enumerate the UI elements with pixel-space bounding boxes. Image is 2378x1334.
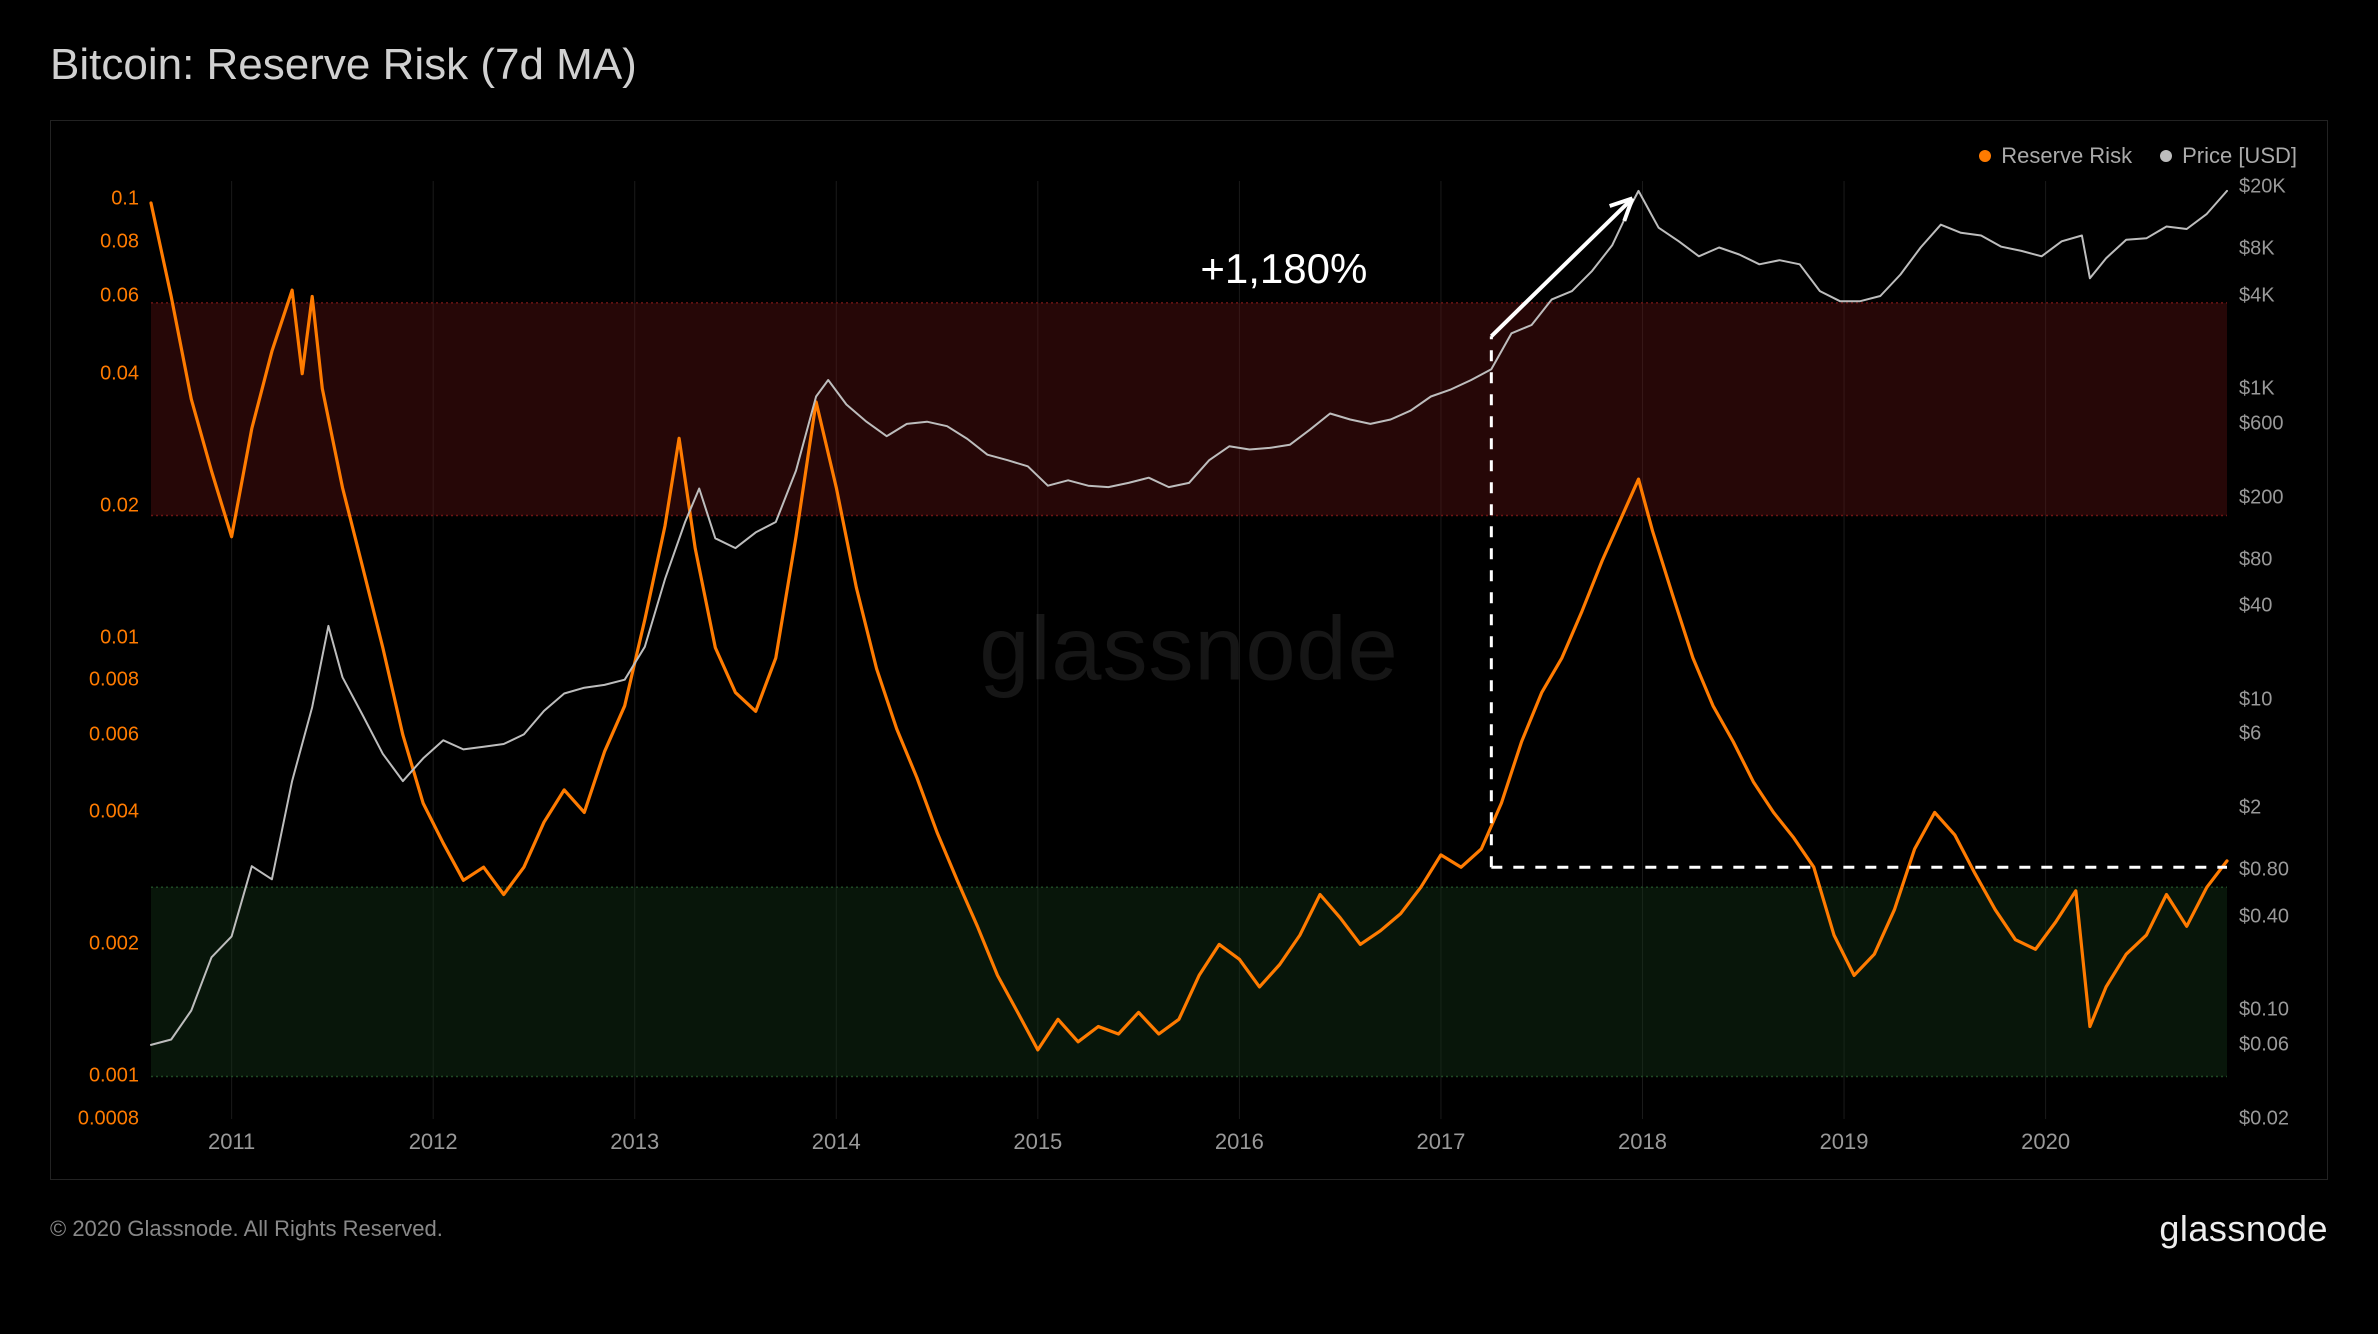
y-right-tick-label: $8K — [2239, 238, 2327, 261]
legend-item: Price [USD] — [2160, 143, 2297, 169]
chart-svg — [151, 181, 2227, 1119]
x-tick-label: 2012 — [409, 1129, 458, 1155]
y-right-tick-label: $0.80 — [2239, 859, 2327, 882]
y-right-tick-label: $200 — [2239, 486, 2327, 509]
y-right-tick-label: $0.40 — [2239, 905, 2327, 928]
x-tick-label: 2017 — [1416, 1129, 1465, 1155]
y-left-tick-label: 0.0008 — [51, 1108, 139, 1131]
y-right-tick-label: $80 — [2239, 548, 2327, 571]
y-right-tick-label: $40 — [2239, 595, 2327, 618]
y-left-tick-label: 0.1 — [51, 188, 139, 211]
y-left-tick-label: 0.006 — [51, 724, 139, 747]
brand-logo: glassnode — [2159, 1208, 2328, 1250]
y-left-tick-label: 0.004 — [51, 801, 139, 824]
legend: Reserve Risk Price [USD] — [1979, 143, 2297, 169]
x-tick-label: 2014 — [812, 1129, 861, 1155]
x-axis-labels: 2011 2012 2013 2014 2015 2016 2017 2018 2019 2020 — [151, 1129, 2227, 1159]
x-tick-label: 2011 — [208, 1129, 255, 1155]
y-left-tick-label: 0.01 — [51, 626, 139, 649]
legend-label: Price [USD] — [2182, 143, 2297, 169]
y-left-tick-label: 0.06 — [51, 285, 139, 308]
y-right-tick-label: $1K — [2239, 378, 2327, 401]
chart-frame: Reserve Risk Price [USD] 0.0008 0.001 0.002… — [50, 120, 2328, 1180]
y-left-axis-labels: 0.00080.0010.0020.0040.0060.0080.010.020… — [51, 181, 151, 1119]
y-left-tick-label: 0.001 — [51, 1065, 139, 1088]
y-right-axis-labels: $0.02$0.06$0.10$0.40$0.80$2$6$10$40$80$2… — [2227, 181, 2327, 1119]
y-right-tick-label: $20K — [2239, 176, 2327, 199]
y-left-tick-label: 0.04 — [51, 362, 139, 385]
y-right-tick-label: $0.10 — [2239, 999, 2327, 1022]
x-tick-label: 2019 — [1820, 1129, 1869, 1155]
legend-dot-icon — [1979, 150, 1991, 162]
y-right-tick-label: $0.02 — [2239, 1108, 2327, 1131]
y-right-tick-label: $6 — [2239, 723, 2327, 746]
x-tick-label: 2015 — [1013, 1129, 1062, 1155]
y-left-tick-label: 0.08 — [51, 230, 139, 253]
plot-area: glassnode +1,180% — [151, 181, 2227, 1119]
y-right-tick-label: $600 — [2239, 412, 2327, 435]
y-left-tick-label: 0.002 — [51, 933, 139, 956]
y-left-tick-label: 0.008 — [51, 669, 139, 692]
y-right-tick-label: $10 — [2239, 688, 2327, 711]
y-right-tick-label: $4K — [2239, 284, 2327, 307]
x-tick-label: 2020 — [2021, 1129, 2070, 1155]
x-tick-label: 2016 — [1215, 1129, 1264, 1155]
page-title: Bitcoin: Reserve Risk (7d MA) — [50, 40, 2328, 90]
x-tick-label: 2018 — [1618, 1129, 1667, 1155]
y-right-tick-label: $0.06 — [2239, 1033, 2327, 1056]
legend-dot-icon — [2160, 150, 2172, 162]
legend-label: Reserve Risk — [2001, 143, 2132, 169]
x-tick-label: 2013 — [610, 1129, 659, 1155]
copyright: © 2020 Glassnode. All Rights Reserved. — [50, 1216, 443, 1242]
legend-item: Reserve Risk — [1979, 143, 2132, 169]
y-left-tick-label: 0.02 — [51, 494, 139, 517]
footer: © 2020 Glassnode. All Rights Reserved. g… — [50, 1208, 2328, 1250]
y-right-tick-label: $2 — [2239, 797, 2327, 820]
annotation-label: +1,180% — [1200, 245, 1367, 293]
